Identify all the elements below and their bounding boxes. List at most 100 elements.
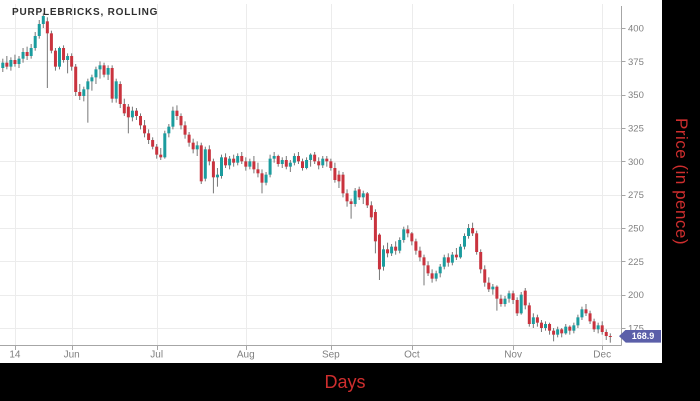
candle — [260, 173, 264, 183]
y-tick-label: 225 — [628, 257, 644, 268]
candle — [264, 174, 268, 183]
candle — [390, 246, 394, 254]
bottom-frame — [0, 363, 700, 401]
candle — [220, 157, 223, 176]
candle — [479, 252, 483, 270]
candle — [458, 246, 462, 258]
candle — [232, 158, 236, 163]
candle — [244, 161, 248, 167]
candle — [365, 193, 369, 206]
candle — [151, 140, 155, 147]
candle — [191, 142, 195, 150]
candle — [66, 56, 70, 60]
candle — [94, 69, 98, 78]
candle — [301, 161, 304, 168]
candle — [434, 273, 438, 279]
candle — [507, 293, 511, 299]
candle — [515, 300, 519, 314]
candle — [580, 309, 584, 318]
candle — [511, 293, 515, 300]
x-tick-label: Nov — [504, 350, 522, 361]
candle — [426, 265, 430, 274]
candle — [442, 257, 446, 267]
candle — [345, 193, 349, 202]
candle — [592, 321, 596, 330]
candle — [272, 156, 276, 159]
x-axis-title-wrap: Days — [0, 363, 700, 401]
candle — [78, 92, 82, 96]
candle — [159, 154, 163, 158]
candle — [163, 133, 167, 158]
candle — [564, 326, 568, 334]
candle — [499, 298, 503, 304]
candle — [118, 84, 122, 104]
candle — [588, 313, 592, 322]
candle — [41, 16, 45, 24]
candle — [341, 174, 345, 194]
candle — [82, 89, 86, 96]
candle — [373, 212, 377, 242]
y-axis-title-wrap: Price (in pence) — [662, 0, 700, 363]
candle — [584, 309, 588, 314]
candle — [252, 161, 256, 170]
last-price-tag: 168.9 — [619, 329, 661, 343]
candle — [21, 52, 25, 59]
candle — [25, 52, 29, 56]
candle — [471, 228, 475, 234]
candle — [406, 229, 410, 234]
candle — [256, 169, 260, 174]
candle — [29, 48, 33, 56]
candle — [288, 162, 292, 167]
candle — [576, 317, 580, 326]
candle — [9, 60, 13, 67]
candle — [382, 249, 385, 267]
candle — [450, 254, 454, 263]
candle — [572, 325, 576, 331]
candle — [325, 158, 329, 162]
candle — [402, 229, 406, 240]
candle — [195, 145, 199, 150]
candle — [49, 33, 53, 51]
candle — [268, 158, 272, 175]
candle — [280, 160, 284, 164]
candle — [1, 62, 5, 68]
candle — [337, 174, 341, 182]
candle — [70, 56, 74, 67]
x-axis-title: Days — [324, 371, 366, 392]
candle — [86, 81, 90, 90]
candle — [369, 205, 373, 218]
candle — [321, 158, 325, 166]
candle — [90, 77, 94, 82]
candle — [422, 257, 426, 266]
candle — [296, 156, 300, 162]
candle — [527, 305, 531, 324]
candle — [215, 174, 219, 178]
candle — [560, 329, 564, 334]
candle — [556, 329, 560, 335]
candle — [430, 273, 434, 279]
right-frame — [662, 0, 700, 401]
candle — [361, 193, 365, 198]
candle — [33, 36, 37, 48]
candle — [410, 233, 414, 242]
candle — [353, 190, 357, 204]
candle — [187, 134, 191, 143]
candle — [531, 317, 535, 324]
candle — [305, 160, 309, 168]
candle — [539, 322, 543, 328]
y-tick-label: 300 — [628, 157, 644, 168]
candle — [349, 201, 353, 204]
candle — [519, 294, 523, 314]
candle — [134, 110, 138, 116]
candle — [495, 286, 499, 299]
y-tick-label: 375 — [628, 57, 644, 68]
x-tick-label: Dec — [593, 350, 611, 361]
candle — [317, 161, 321, 166]
candle — [398, 240, 402, 251]
candlestick-plot[interactable]: 400 375 350 325 300 275 250 225 200 175 14 Jun Jul Au… — [0, 0, 662, 363]
candle — [604, 332, 608, 336]
candle — [487, 282, 491, 290]
candle — [74, 66, 78, 92]
candle — [175, 110, 179, 116]
candle — [62, 48, 66, 60]
